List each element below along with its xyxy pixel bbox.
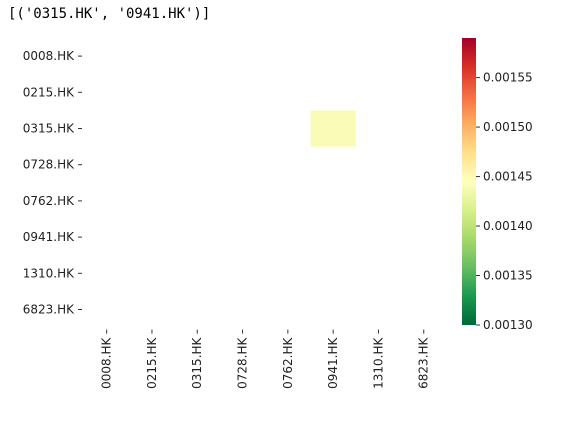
heatmap-cells — [310, 110, 356, 147]
colorbar-tick-label: 0.00130 — [483, 318, 533, 332]
y-tick-label: 0762.HK — [23, 194, 75, 208]
y-tick-label: 0941.HK — [23, 230, 75, 244]
y-tick-label: 0315.HK — [23, 122, 75, 136]
colorbar-tick-label: 0.00140 — [483, 219, 533, 233]
y-tick-label: 0008.HK — [23, 49, 75, 63]
x-tick-label: 0315.HK — [190, 336, 204, 388]
colorbar-tick-label: 0.00135 — [483, 269, 533, 283]
y-axis: 0008.HK 0215.HK 0315.HK 0728.HK 0762.HK 0941.… — [23, 49, 82, 317]
colorbar: 0.00130 0.00135 0.00140 0.00145 0.00150 0.001… — [462, 38, 533, 332]
x-tick-label: 0215.HK — [145, 336, 159, 388]
heatmap-cell — [310, 110, 356, 147]
x-tick-label: 1310.HK — [371, 336, 385, 388]
output-text: [('0315.HK', '0941.HK')] — [8, 6, 211, 22]
colorbar-tick-label: 0.00155 — [483, 71, 533, 85]
x-tick-label: 0728.HK — [236, 336, 250, 388]
colorbar-gradient — [462, 38, 476, 325]
y-tick-label: 1310.HK — [23, 266, 75, 280]
colorbar-tick-label: 0.00150 — [483, 120, 533, 134]
y-tick-label: 6823.HK — [23, 303, 75, 317]
x-tick-label: 0008.HK — [100, 336, 114, 388]
y-tick-label: 0215.HK — [23, 85, 75, 99]
colorbar-tick-label: 0.00145 — [483, 170, 533, 184]
x-tick-label: 0762.HK — [281, 336, 295, 388]
x-tick-label: 6823.HK — [417, 336, 431, 388]
x-tick-label: 0941.HK — [326, 336, 340, 388]
y-tick-label: 0728.HK — [23, 158, 75, 172]
x-axis: 0008.HK 0215.HK 0315.HK 0728.HK 0762.HK 0941.… — [100, 329, 431, 389]
